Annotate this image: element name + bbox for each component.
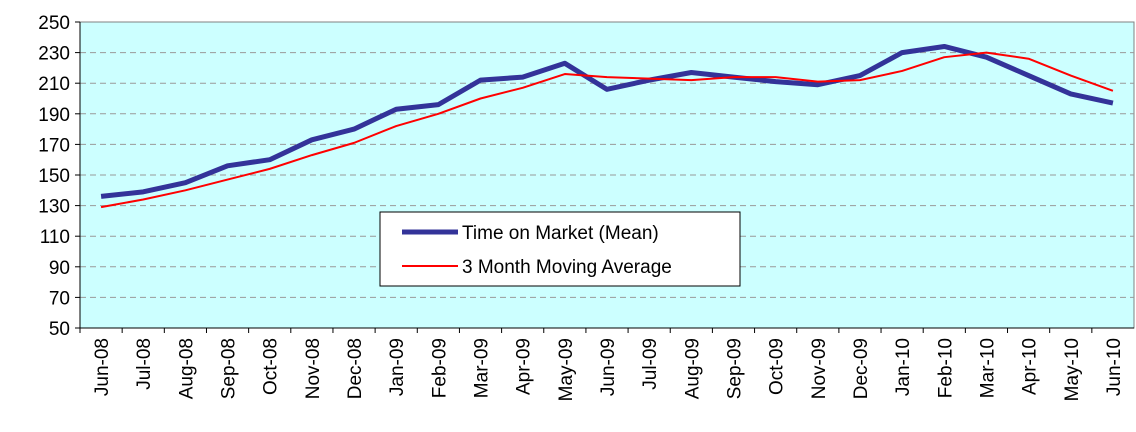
- x-tick-label: Sep-08: [219, 338, 240, 399]
- x-tick-label: May-09: [556, 338, 577, 401]
- x-tick-label: Nov-09: [809, 338, 830, 399]
- x-tick-label: Jan-09: [387, 338, 408, 396]
- x-tick-label: Nov-08: [303, 338, 324, 399]
- x-tick-label: Jul-08: [134, 338, 155, 390]
- y-tick-label: 130: [38, 197, 70, 218]
- x-tick-label: Dec-09: [851, 338, 872, 399]
- x-tick-label: Apr-09: [514, 338, 535, 395]
- legend-label: Time on Market (Mean): [462, 223, 659, 244]
- x-tick-label: Feb-10: [935, 338, 956, 398]
- series-line: [100, 51, 1114, 209]
- x-tick-label: Feb-09: [429, 338, 450, 398]
- y-tick-label: 50: [49, 319, 70, 340]
- y-tick-label: 190: [38, 105, 70, 126]
- y-tick-label: 230: [38, 44, 70, 65]
- y-tick-label: 150: [38, 166, 70, 187]
- legend-label: 3 Month Moving Average: [462, 257, 672, 278]
- x-tick-label: Jun-10: [1104, 338, 1125, 396]
- y-tick-label: 70: [49, 288, 70, 309]
- x-tick-label: May-10: [1062, 338, 1083, 401]
- x-tick-label: Oct-09: [767, 338, 788, 395]
- y-tick-label: 110: [40, 227, 70, 248]
- x-tick-label: Jun-09: [598, 338, 619, 396]
- x-tick-label: Jul-09: [640, 338, 661, 390]
- x-tick-label: Aug-08: [176, 338, 197, 399]
- series-line: [100, 43, 1114, 199]
- y-tick-label: 170: [38, 135, 70, 156]
- x-tick-label: Jun-08: [92, 338, 113, 396]
- x-tick-label: Dec-08: [345, 338, 366, 399]
- x-tick-label: Mar-10: [977, 338, 998, 398]
- y-tick-label: 210: [38, 74, 70, 95]
- x-tick-label: Mar-09: [472, 338, 493, 398]
- x-tick-label: Jan-10: [893, 338, 914, 396]
- x-tick-label: Apr-10: [1020, 338, 1041, 395]
- legend-box: [379, 211, 741, 287]
- x-tick-label: Aug-09: [682, 338, 703, 399]
- y-tick-label: 90: [49, 258, 70, 279]
- y-tick-label: 250: [38, 13, 70, 34]
- x-tick-label: Sep-09: [724, 338, 745, 399]
- x-tick-label: Oct-08: [261, 338, 282, 395]
